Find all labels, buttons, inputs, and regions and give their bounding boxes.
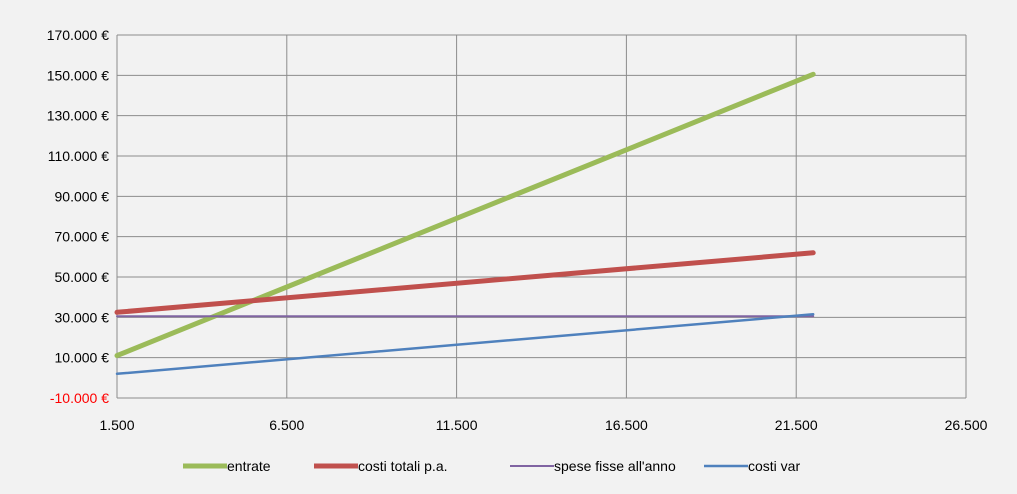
x-tick-label: 21.500 xyxy=(775,417,818,433)
series-group xyxy=(114,71,816,376)
series-line-4 xyxy=(115,313,815,376)
y-tick-label: 110.000 € xyxy=(48,148,109,164)
x-tick-label: 11.500 xyxy=(436,417,478,433)
y-tick-label: 90.000 € xyxy=(55,188,110,204)
legend: entrate costi totali p.a. spese fisse all'… xyxy=(183,458,800,474)
y-tick-label: 30.000 € xyxy=(55,309,110,325)
legend-label: costi var xyxy=(748,458,800,474)
legend-label: entrate xyxy=(227,458,271,474)
series-line-2 xyxy=(114,250,816,315)
y-tick-label: 10.000 € xyxy=(55,350,110,366)
series-line-1 xyxy=(114,71,816,359)
y-tick-label: 170.000 € xyxy=(47,27,109,43)
legend-label: costi totali p.a. xyxy=(358,458,448,474)
legend-label: spese fisse all'anno xyxy=(554,458,676,474)
y-tick-label: -10.000 € xyxy=(50,390,109,406)
x-axis-ticks: 1.500 6.500 11.500 16.500 21.500 26.500 xyxy=(99,417,987,433)
y-tick-label: 70.000 € xyxy=(55,229,110,245)
y-tick-label: 150.000 € xyxy=(47,67,109,83)
x-tick-label: 1.500 xyxy=(99,417,134,433)
y-tick-label: 130.000 € xyxy=(47,108,109,124)
y-tick-label: 50.000 € xyxy=(55,269,110,285)
x-tick-label: 6.500 xyxy=(269,417,304,433)
x-tick-label: 16.500 xyxy=(605,417,648,433)
x-tick-label: 26.500 xyxy=(945,417,988,433)
y-axis-ticks: -10.000 € 10.000 € 30.000 € 50.000 € 70.000 … xyxy=(47,27,110,406)
